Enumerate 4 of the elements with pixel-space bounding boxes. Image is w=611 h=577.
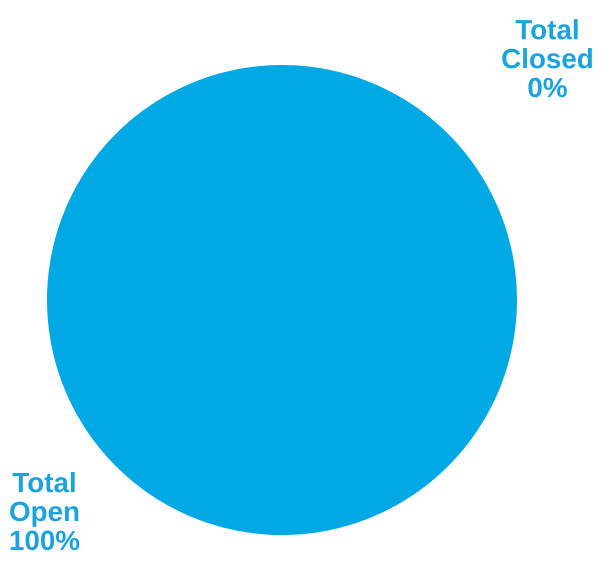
category-label: Total Closed — [502, 19, 592, 68]
text: 0% — [528, 78, 567, 98]
data-label: 100% — [10, 530, 80, 550]
slice-label: Total Open — [10, 472, 78, 527]
